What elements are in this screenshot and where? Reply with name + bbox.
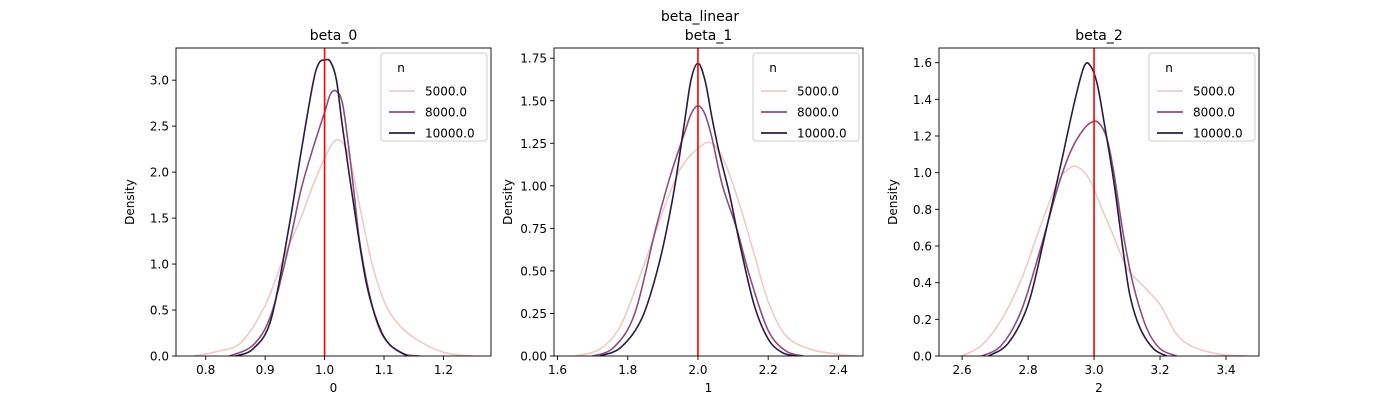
series-line-10000.0 <box>599 62 797 356</box>
x-tick-label: 2.2 <box>759 363 778 377</box>
y-tick-label: 1.00 <box>520 179 547 193</box>
legend-box <box>752 52 860 142</box>
figure-title: beta_linear <box>661 9 739 25</box>
legend-entry: 8000.0 <box>1193 106 1235 120</box>
x-axis-label: 2 <box>1095 381 1103 395</box>
y-axis-label: Density <box>886 179 900 225</box>
legend: n 5000.0 8000.0 10000.0 <box>1148 52 1256 142</box>
y-tick-label: 1.75 <box>520 52 547 66</box>
series-line-5000.0 <box>193 139 474 356</box>
axes-frame <box>938 47 1260 357</box>
x-tick-label: 1.2 <box>434 363 453 377</box>
subplot-title: beta_0 <box>310 28 357 44</box>
y-tick-label: 1.50 <box>520 94 547 108</box>
x-tick-label: 0.9 <box>256 363 275 377</box>
series-line-5000.0 <box>961 165 1246 356</box>
y-tick-label: 2.5 <box>150 120 169 134</box>
legend-box <box>380 52 488 142</box>
y-tick-label: 0.2 <box>913 313 932 327</box>
y-tick-label: 1.5 <box>150 212 169 226</box>
y-tick-label: 0.0 <box>150 350 169 364</box>
legend-title: n <box>769 61 777 75</box>
legend-box <box>1148 52 1256 142</box>
subplot-beta_0: 0.8 0.9 1.0 1.1 1.2 0.0 0.5 1.0 1.5 2.0 2.5 3.0 beta… <box>123 28 492 395</box>
subplot-grid: 0.8 0.9 1.0 1.1 1.2 0.0 0.5 1.0 1.5 2.0 2.5 3.0 beta… <box>123 28 1260 395</box>
x-tick-label: 1.8 <box>618 363 637 377</box>
legend-entry: 8000.0 <box>425 106 467 120</box>
x-axis-label: 1 <box>705 381 713 395</box>
legend-entry: 5000.0 <box>797 85 839 99</box>
legend-entry: 10000.0 <box>1193 127 1243 141</box>
legend-entry: 5000.0 <box>425 85 467 99</box>
y-tick-label: 0.75 <box>520 222 547 236</box>
x-tick-label: 1.1 <box>374 363 393 377</box>
legend-title: n <box>1165 61 1173 75</box>
y-tick-label: 0.4 <box>913 276 932 290</box>
series-group <box>193 58 474 356</box>
x-tick-label: 2.4 <box>829 363 848 377</box>
x-tick-label: 1.0 <box>315 363 334 377</box>
y-tick-label: 3.0 <box>150 74 169 88</box>
y-tick-label: 1.6 <box>913 56 932 70</box>
y-axis-label: Density <box>123 179 137 225</box>
legend: n 5000.0 8000.0 10000.0 <box>752 52 860 142</box>
subplot-title: beta_2 <box>1075 28 1122 44</box>
y-tick-label: 1.4 <box>913 93 932 107</box>
y-tick-label: 0.50 <box>520 264 547 278</box>
legend-title: n <box>397 61 405 75</box>
x-tick-label: 2.8 <box>1019 363 1038 377</box>
y-axis-label: Density <box>501 179 515 225</box>
series-line-8000.0 <box>592 105 804 356</box>
series-group <box>574 62 857 356</box>
x-tick-label: 2.6 <box>953 363 972 377</box>
x-tick-label: 0.8 <box>196 363 215 377</box>
x-tick-label: 3.4 <box>1216 363 1235 377</box>
axes-frame <box>175 47 492 357</box>
y-tick-label: 1.0 <box>150 258 169 272</box>
x-tick-label: 3.2 <box>1150 363 1169 377</box>
legend: n 5000.0 8000.0 10000.0 <box>380 52 488 142</box>
subplot-title: beta_1 <box>685 28 732 44</box>
series-line-10000.0 <box>235 58 409 356</box>
legend-entry: 5000.0 <box>1193 85 1235 99</box>
x-tick-label: 1.6 <box>548 363 567 377</box>
y-tick-label: 0.00 <box>520 350 547 364</box>
y-tick-label: 2.0 <box>150 166 169 180</box>
y-tick-label: 0.5 <box>150 304 169 318</box>
x-tick-label: 2.0 <box>688 363 707 377</box>
y-tick-label: 1.0 <box>913 166 932 180</box>
legend-entry: 10000.0 <box>797 127 847 141</box>
subplot-beta_1: 1.6 1.8 2.0 2.2 2.4 0.00 0.25 0.50 0.75 1.00 1.25 1… <box>501 28 864 395</box>
y-tick-label: 0.8 <box>913 203 932 217</box>
series-line-8000.0 <box>981 120 1177 356</box>
legend-entry: 10000.0 <box>425 127 475 141</box>
y-tick-label: 0.6 <box>913 240 932 254</box>
y-tick-label: 0.0 <box>913 350 932 364</box>
subplot-beta_2: 2.6 2.8 3.0 3.2 3.4 0.0 0.2 0.4 0.6 0.8 1.0 1.2 1.4 1… <box>886 28 1260 395</box>
x-axis-label: 0 <box>330 381 338 395</box>
axes-frame <box>553 47 864 357</box>
legend-entry: 8000.0 <box>797 106 839 120</box>
y-tick-label: 1.2 <box>913 130 932 144</box>
y-tick-label: 0.25 <box>520 307 547 321</box>
y-tick-label: 1.25 <box>520 137 547 151</box>
x-tick-label: 3.0 <box>1085 363 1104 377</box>
